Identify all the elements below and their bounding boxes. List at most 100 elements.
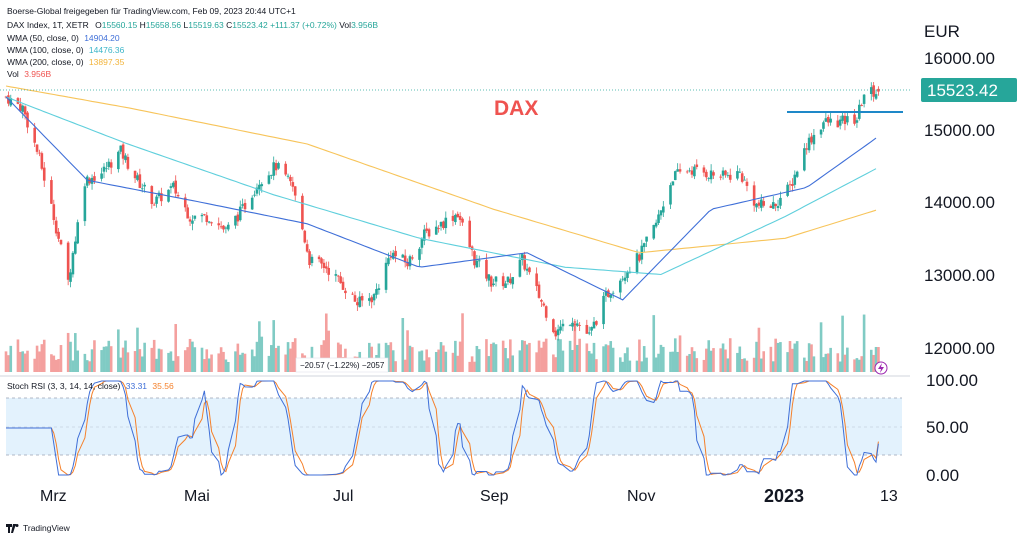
volume-bar: [74, 333, 77, 372]
volume-bar: [719, 348, 722, 372]
candle-body: [291, 182, 295, 187]
stoch-d-value: 35.56: [152, 381, 174, 391]
volume-bar: [803, 357, 806, 372]
tradingview-label: TradingView: [23, 523, 70, 533]
volume-bar: [21, 351, 25, 372]
volume-bar: [540, 347, 543, 372]
candle-body: [317, 256, 321, 260]
volume-bar: [793, 343, 797, 372]
candle-body: [540, 300, 543, 302]
time-label-13: 13: [880, 488, 898, 505]
volume-bar: [274, 348, 278, 372]
candle-body: [267, 175, 271, 184]
candle-body: [506, 276, 510, 283]
candle-body: [358, 296, 362, 308]
volume-bar: [121, 347, 125, 372]
volume-bar: [626, 347, 629, 372]
candle-body: [869, 87, 873, 95]
volume-bar: [437, 349, 440, 372]
candle-body: [406, 261, 409, 267]
candle-body: [387, 258, 390, 265]
tradingview-logo[interactable]: TradingView: [6, 523, 70, 533]
volume-bar: [76, 350, 80, 372]
candle-body: [203, 213, 206, 215]
volume-bar: [494, 344, 498, 372]
volume-bar: [786, 352, 789, 372]
volume-bar: [477, 349, 481, 372]
candle-body: [21, 105, 25, 112]
volume-bar: [243, 353, 247, 372]
candle-body: [678, 169, 682, 172]
volume-bar: [119, 357, 123, 372]
candle-body: [477, 260, 481, 262]
volume-bar: [289, 348, 292, 372]
candle-body: [829, 118, 832, 123]
candle-body: [253, 194, 256, 196]
volume-bar: [869, 349, 873, 372]
candle-body: [671, 181, 675, 186]
candle-body: [121, 144, 125, 159]
volume-bar: [685, 355, 689, 372]
volume-bar: [439, 342, 443, 372]
volume-bar: [7, 355, 10, 372]
candle-body: [877, 88, 880, 92]
symbol-name: DAX Index, 1T, XETR: [7, 20, 89, 30]
candle-body: [183, 197, 187, 208]
volume-bar: [267, 355, 271, 372]
wma100-line: [5, 96, 877, 276]
volume-bar: [590, 353, 593, 372]
candle-body: [774, 203, 777, 207]
volume-bar: [174, 324, 178, 372]
volume-bar: [368, 342, 371, 372]
volume-bar: [860, 356, 864, 372]
candle-body: [709, 170, 713, 180]
candle-body: [52, 204, 56, 221]
ohlc-low: 15519.63: [188, 20, 224, 30]
volume-bar: [645, 357, 648, 372]
candle-body: [368, 298, 371, 301]
candle-body: [760, 199, 763, 208]
candle-body: [360, 296, 364, 301]
volume-bar: [258, 321, 261, 372]
volume-bar: [757, 327, 761, 372]
volume-bar: [88, 361, 91, 372]
volume-bar: [544, 338, 548, 372]
volume-bar: [50, 354, 53, 372]
volume-bar: [623, 353, 627, 372]
stoch-tick-50: 50.00: [926, 418, 969, 437]
candle-body: [803, 148, 806, 171]
volume-bar: [769, 346, 773, 372]
candle-body: [93, 176, 96, 181]
candle-body: [372, 294, 376, 301]
candle-body: [210, 222, 213, 224]
volume-bar: [705, 348, 708, 372]
candle-body: [384, 262, 388, 290]
candle-body: [838, 119, 842, 126]
candle-body: [193, 215, 197, 219]
candle-body: [611, 292, 615, 294]
candle-body: [176, 195, 180, 197]
candle-body: [489, 276, 493, 287]
volume-bar: [157, 348, 161, 372]
volume-bar: [760, 358, 763, 372]
volume-bar: [657, 353, 660, 372]
volume-bar: [822, 357, 825, 372]
volume-bar: [492, 342, 495, 372]
volume-bar: [83, 353, 87, 372]
price-tick-15000: 15000.00: [924, 121, 995, 140]
candle-body: [336, 275, 340, 277]
volume-bar: [461, 313, 464, 372]
candle-body: [351, 293, 354, 295]
volume-bar: [485, 339, 488, 372]
time-label-jul: Jul: [333, 488, 353, 505]
vol-legend: Vol 3.956B: [7, 69, 51, 79]
volume-bar: [728, 338, 732, 372]
candle-body: [23, 106, 27, 115]
volume-bar: [454, 340, 457, 372]
volume-bar: [695, 358, 699, 372]
volume-bar: [277, 345, 280, 372]
candle-body: [35, 144, 39, 152]
candle-body: [38, 152, 41, 154]
candle-body: [769, 205, 773, 208]
